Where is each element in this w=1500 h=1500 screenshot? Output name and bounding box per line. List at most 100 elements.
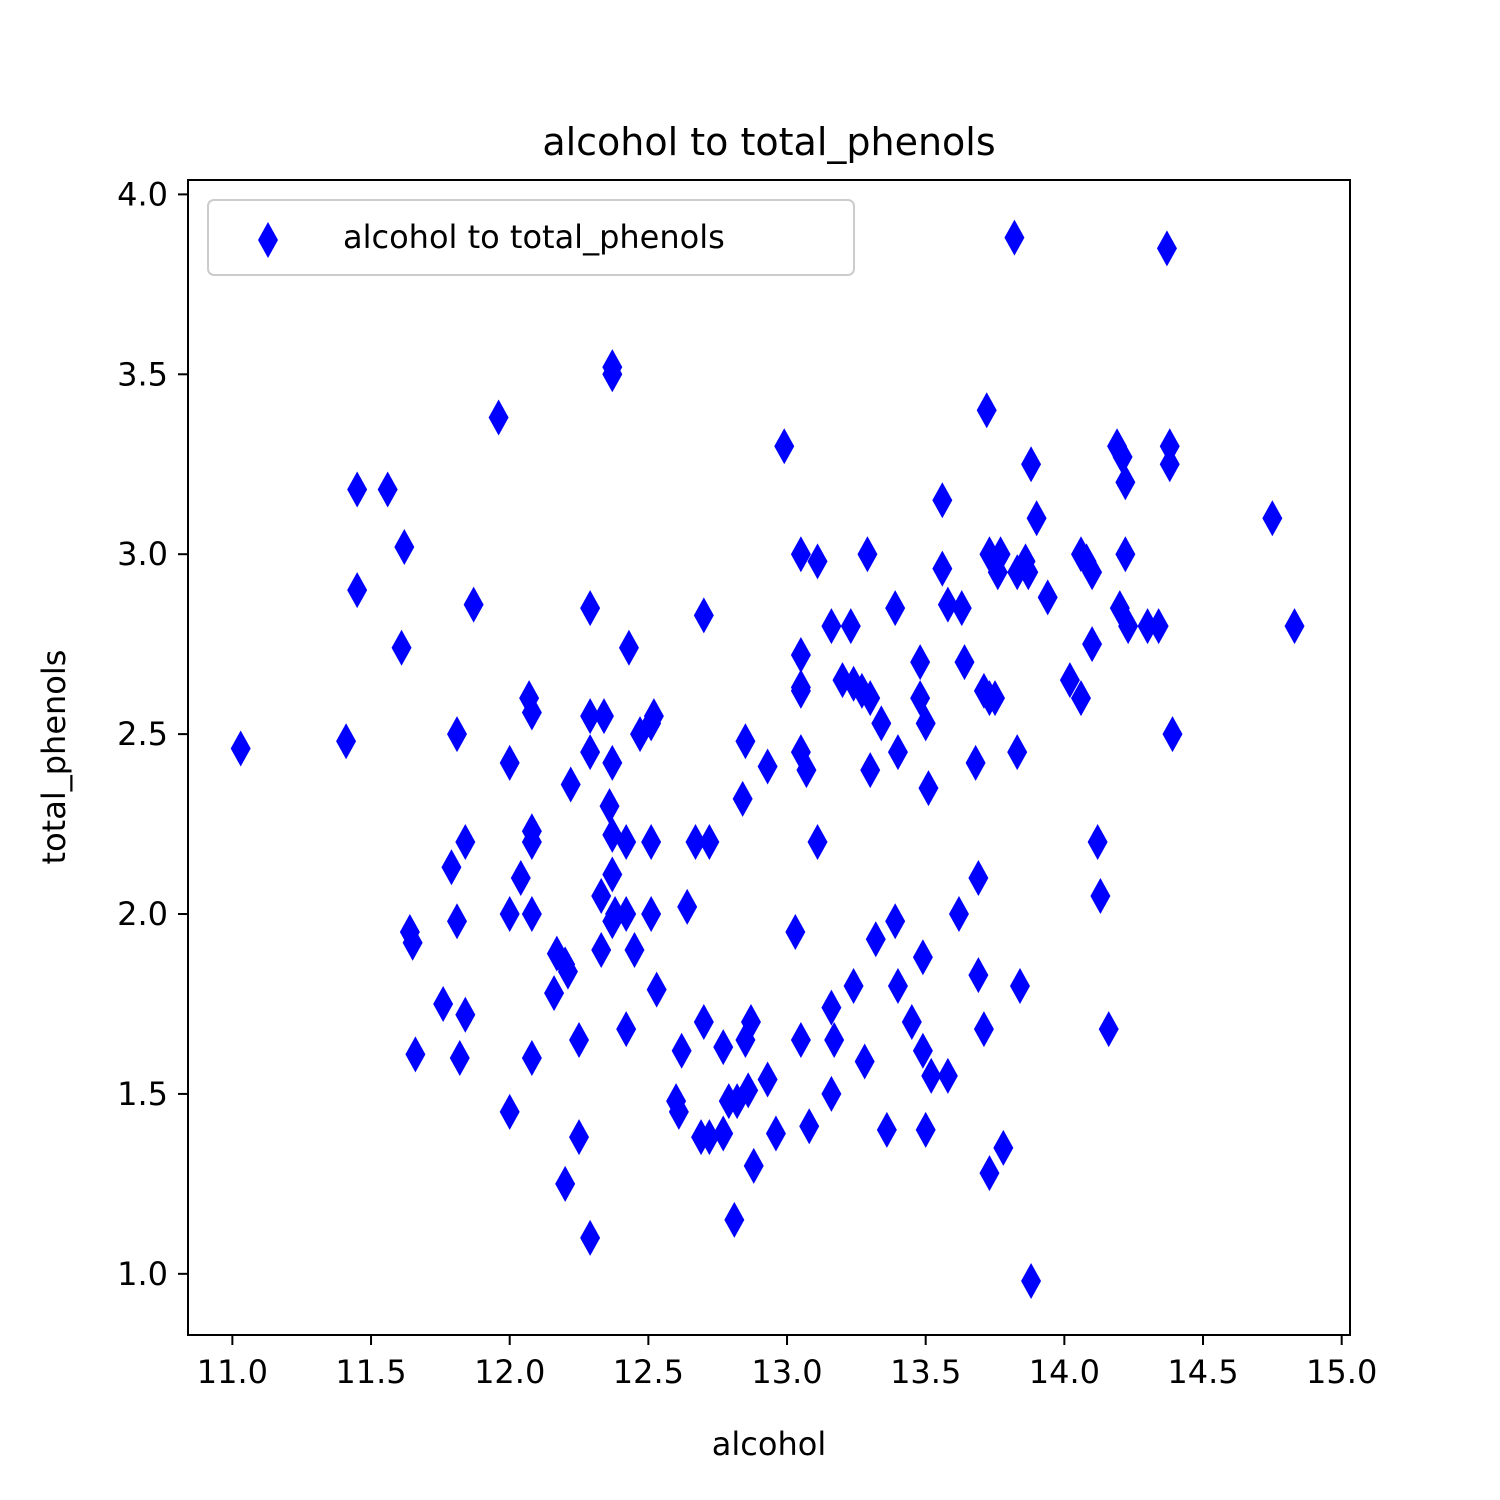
plot-area-frame xyxy=(187,179,1351,1336)
data-point xyxy=(521,896,542,933)
data-point xyxy=(580,734,601,771)
data-point xyxy=(1037,579,1058,616)
data-point xyxy=(985,680,1006,717)
data-point xyxy=(821,608,842,645)
chart-title: alcohol to total_phenols xyxy=(542,120,995,164)
data-point xyxy=(1082,554,1103,591)
data-point xyxy=(569,1119,590,1156)
y-tick-label: 1.0 xyxy=(117,1255,168,1293)
data-point xyxy=(1018,554,1039,591)
data-point xyxy=(918,770,939,807)
data-point xyxy=(447,903,468,940)
data-point xyxy=(1156,230,1177,267)
data-point xyxy=(932,550,953,587)
data-point xyxy=(677,888,698,925)
data-point xyxy=(616,896,637,933)
data-point xyxy=(643,698,664,735)
data-point xyxy=(901,1003,922,1040)
data-point xyxy=(1159,446,1180,483)
data-point xyxy=(618,629,639,666)
data-point xyxy=(569,1021,590,1058)
x-tick-label: 14.0 xyxy=(1029,1353,1100,1391)
data-point xyxy=(646,971,667,1008)
data-point xyxy=(860,680,881,717)
data-point xyxy=(624,932,645,968)
data-point xyxy=(796,752,817,789)
x-tick-label: 15.0 xyxy=(1306,1353,1377,1391)
data-point xyxy=(993,1129,1014,1166)
data-point xyxy=(790,536,811,573)
data-point xyxy=(1148,608,1169,645)
data-point xyxy=(521,694,542,731)
y-axis: 1.0 1.5 2.0 2.5 3.0 3.5 4.0 xyxy=(117,175,188,1293)
data-point xyxy=(1026,500,1047,537)
data-point xyxy=(394,529,415,566)
data-point xyxy=(1004,219,1025,256)
data-point xyxy=(591,932,612,968)
data-point xyxy=(713,1115,734,1152)
y-tick-label: 2.5 xyxy=(117,715,168,753)
y-tick-label: 3.0 xyxy=(117,535,168,573)
y-tick-label: 1.5 xyxy=(117,1075,168,1113)
data-point xyxy=(447,716,468,753)
data-point xyxy=(405,1036,426,1073)
data-point xyxy=(602,744,623,781)
data-point xyxy=(979,1155,1000,1192)
data-point xyxy=(790,1021,811,1058)
data-point xyxy=(402,924,423,961)
data-point xyxy=(699,824,720,861)
x-tick-label: 13.0 xyxy=(751,1353,822,1391)
legend: alcohol to total_phenols xyxy=(207,199,855,276)
data-point xyxy=(865,921,886,958)
data-point xyxy=(735,723,756,760)
data-point xyxy=(347,572,368,609)
data-point xyxy=(616,824,637,861)
data-point xyxy=(1021,446,1042,483)
data-point xyxy=(765,1115,786,1152)
data-point xyxy=(1070,680,1091,717)
data-point xyxy=(441,849,462,886)
data-point xyxy=(1098,1011,1119,1048)
data-point xyxy=(910,644,931,681)
data-point xyxy=(463,586,484,623)
data-point xyxy=(1115,464,1136,501)
x-tick-label: 14.5 xyxy=(1167,1353,1238,1391)
data-point xyxy=(499,896,520,933)
data-point xyxy=(937,586,958,623)
data-point xyxy=(885,903,906,940)
data-point xyxy=(580,590,601,627)
data-point xyxy=(1118,608,1139,645)
data-point xyxy=(605,896,626,933)
data-point xyxy=(1087,824,1108,861)
data-point xyxy=(555,1165,576,1202)
data-point xyxy=(685,824,706,861)
data-point xyxy=(790,636,811,673)
data-point xyxy=(593,698,614,735)
data-point xyxy=(557,953,578,990)
data-point xyxy=(937,1057,958,1094)
data-point xyxy=(871,705,892,742)
data-point xyxy=(377,471,398,508)
x-tick-label: 13.5 xyxy=(890,1353,961,1391)
legend-label: alcohol to total_phenols xyxy=(343,218,725,256)
data-point xyxy=(1059,662,1080,699)
x-tick-label: 12.5 xyxy=(613,1353,684,1391)
data-point xyxy=(951,590,972,627)
data-point xyxy=(807,824,828,861)
data-point xyxy=(499,1093,520,1130)
data-point xyxy=(693,1003,714,1040)
data-point xyxy=(1009,967,1030,1004)
data-point xyxy=(921,1057,942,1094)
data-point xyxy=(560,766,581,803)
data-point xyxy=(732,780,753,817)
data-point xyxy=(1021,1263,1042,1300)
data-point xyxy=(932,482,953,519)
x-tick-label: 12.0 xyxy=(474,1353,545,1391)
data-point xyxy=(757,748,778,785)
data-point xyxy=(912,939,933,976)
data-point xyxy=(857,536,878,573)
data-point xyxy=(1007,734,1028,771)
data-point xyxy=(785,914,806,951)
data-point xyxy=(693,597,714,634)
